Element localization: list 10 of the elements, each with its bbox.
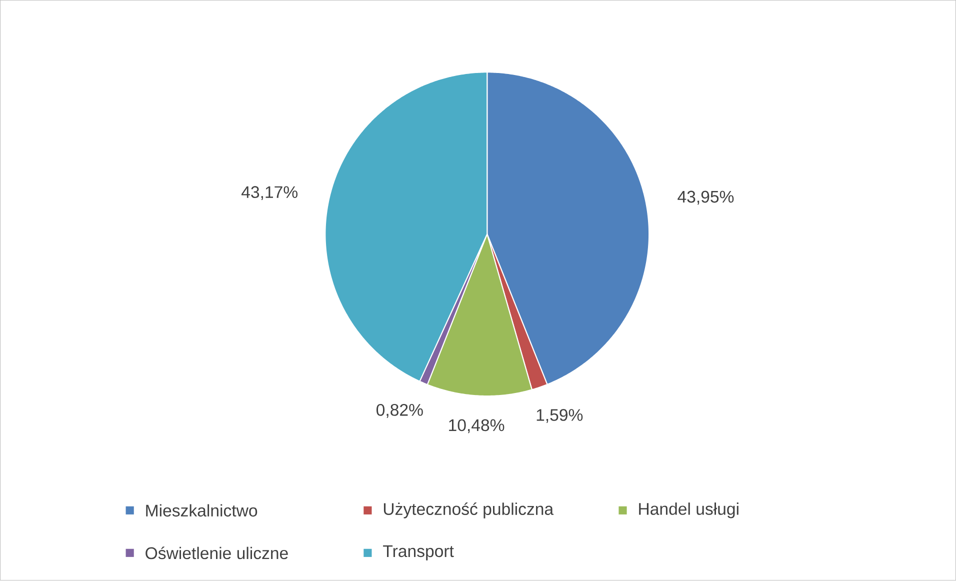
legend-label: Transport	[383, 546, 454, 561]
data-label: 0,82%	[376, 404, 423, 418]
data-label: 1,59%	[536, 409, 583, 424]
legend-label: Oświetlenie uliczne	[146, 546, 288, 560]
data-label: 43,95%	[678, 191, 734, 205]
legend-label: Handel usługi	[639, 502, 738, 518]
legend-label: Użyteczność publiczna	[384, 502, 554, 519]
data-label: 43,17%	[241, 186, 298, 200]
data-label: 10,48%	[449, 420, 504, 434]
legend-label: Mieszkalnictwo	[146, 504, 258, 517]
